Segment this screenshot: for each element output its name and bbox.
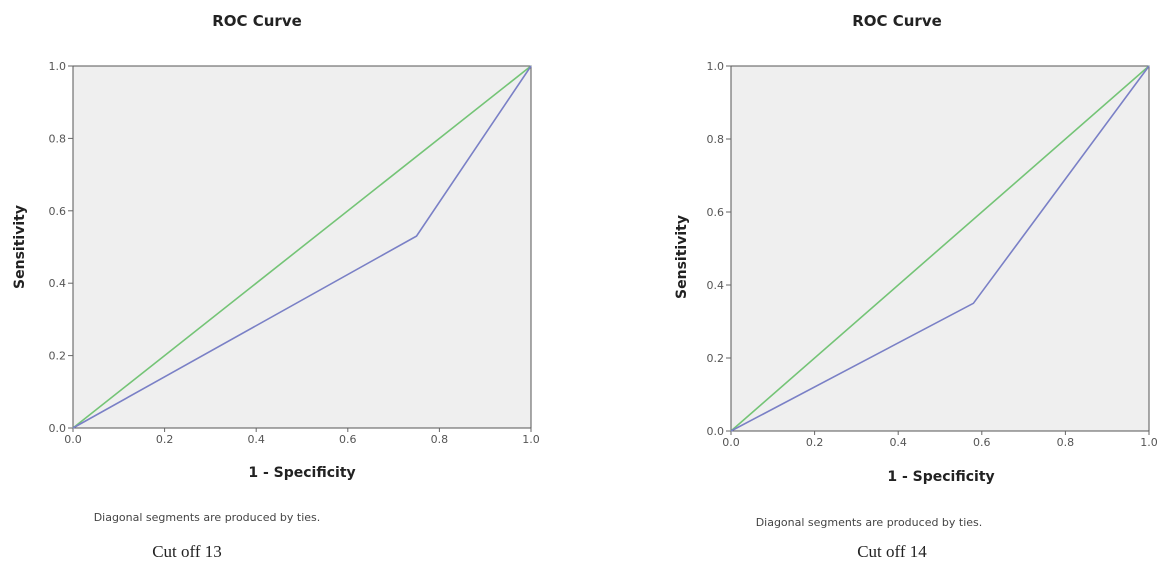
y-ticks: 0.0 0.2 0.4 0.6 0.8 1.0 (707, 60, 731, 438)
y-axis-label: Sensitivity (12, 205, 28, 289)
x-axis-label: 1 - Specificity (248, 465, 355, 481)
footnote: Diagonal segments are produced by ties. (94, 511, 321, 524)
reference-line (72, 65, 532, 429)
x-tick-label: 0.2 (806, 436, 824, 449)
figure-caption: Cut off 13 (152, 542, 222, 561)
roc-chart-panel-cutoff-13: ROC Curve 0.0 0.2 0.4 0.6 0.8 1.0 0.0 0.2 0.4 0.… (0, 0, 560, 565)
y-ticks: 0.0 0.2 0.4 0.6 0.8 1.0 (49, 60, 73, 435)
y-tick-label: 0.6 (49, 205, 67, 218)
roc-chart-cutoff-13: ROC Curve 0.00.20.40.60.81.0 0.0 0.2 0.4 0.… (12, 12, 540, 561)
y-tick-label: 0.2 (49, 350, 67, 363)
x-tick-label: 1.0 (522, 433, 540, 446)
chart-title: ROC Curve (852, 12, 942, 30)
y-tick-label: 0.4 (707, 279, 725, 292)
y-tick-label: 1.0 (707, 60, 725, 73)
roc-curve (730, 65, 1150, 432)
y-tick-label: 0.8 (707, 133, 725, 146)
y-tick-label: 0.6 (707, 206, 725, 219)
y-tick-label: 0.0 (49, 422, 67, 435)
figure-caption: Cut off 14 (857, 542, 927, 561)
x-tick-label: 0.4 (889, 436, 907, 449)
y-tick-label: 0.2 (707, 352, 725, 365)
x-tick-label: 1.0 (1140, 436, 1158, 449)
y-tick-label: 0.0 (707, 425, 725, 438)
chart-title: ROC Curve (212, 12, 302, 30)
y-tick-label: 1.0 (49, 60, 67, 73)
footnote: Diagonal segments are produced by ties. (756, 516, 983, 529)
x-tick-label: 0.6 (973, 436, 991, 449)
x-tick-label: 0.0 (64, 433, 82, 446)
x-tick-label: 0.8 (1057, 436, 1075, 449)
roc-chart-cutoff-14: ROC Curve 0.00.20.40.60.81.0 0.0 0.2 0.4 0.… (674, 12, 1158, 561)
x-axis-label: 1 - Specificity (887, 469, 994, 485)
y-tick-label: 0.4 (49, 277, 67, 290)
x-tick-label: 0.6 (339, 433, 357, 446)
x-tick-label: 0.8 (431, 433, 449, 446)
y-axis-label: Sensitivity (674, 215, 690, 299)
x-tick-label: 0.2 (156, 433, 174, 446)
reference-line (730, 65, 1150, 432)
x-ticks: 0.0 0.2 0.4 0.6 0.8 1.0 (64, 428, 540, 446)
x-ticks: 0.0 0.2 0.4 0.6 0.8 1.0 (722, 431, 1158, 449)
y-tick-label: 0.8 (49, 132, 67, 145)
x-tick-label: 0.4 (247, 433, 265, 446)
roc-curve (72, 65, 532, 429)
x-tick-label: 0.0 (722, 436, 740, 449)
roc-chart-panel-cutoff-14: ROC Curve 0.0 0.2 0.4 0.6 0.8 1.0 0.0 0.2 0.4 0.… (580, 0, 1159, 565)
